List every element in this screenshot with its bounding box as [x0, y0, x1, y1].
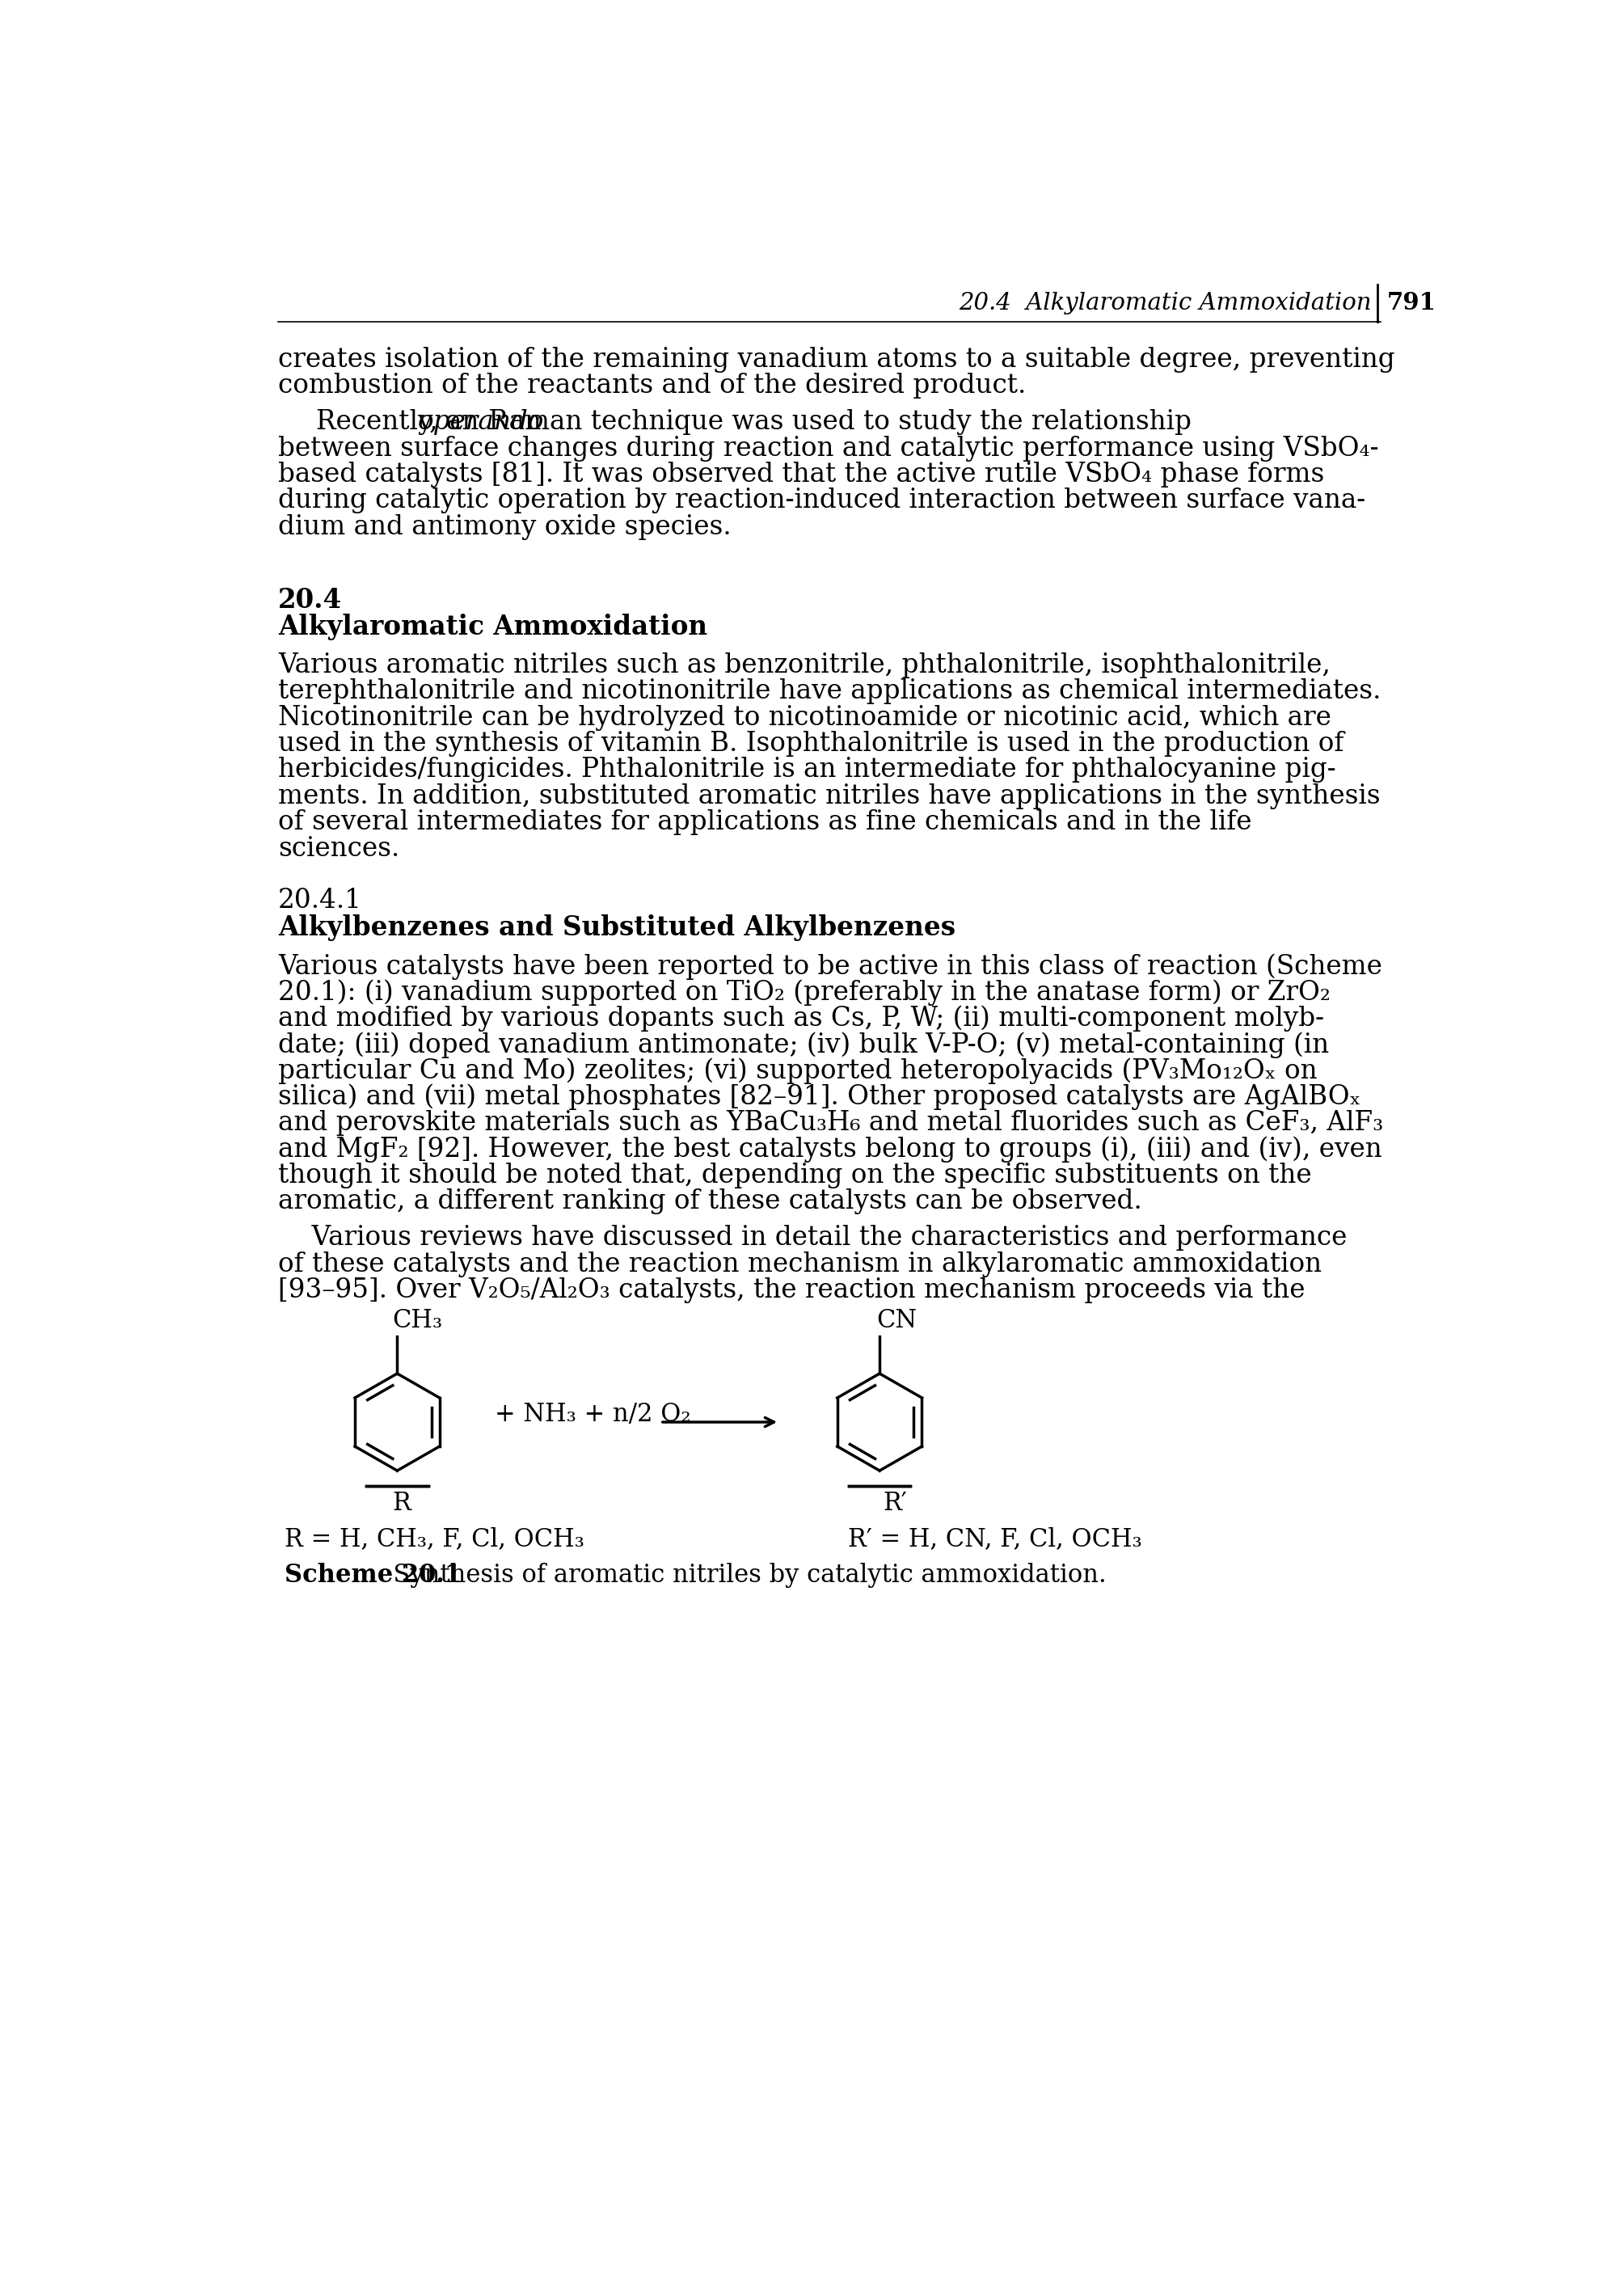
Text: dium and antimony oxide species.: dium and antimony oxide species.: [278, 513, 731, 541]
Text: + NH₃ + n/2 O₂: + NH₃ + n/2 O₂: [494, 1403, 690, 1428]
Text: and MgF₂ [92]. However, the best catalysts belong to groups (i), (iii) and (iv),: and MgF₂ [92]. However, the best catalys…: [278, 1137, 1382, 1162]
Text: terephthalonitrile and nicotinonitrile have applications as chemical intermediat: terephthalonitrile and nicotinonitrile h…: [278, 678, 1380, 704]
Text: ments. In addition, substituted aromatic nitriles have applications in the synth: ments. In addition, substituted aromatic…: [278, 784, 1380, 809]
Text: 20.1): (i) vanadium supported on TiO₂ (preferably in the anatase form) or ZrO₂: 20.1): (i) vanadium supported on TiO₂ (p…: [278, 979, 1330, 1006]
Text: between surface changes during reaction and catalytic performance using VSbO₄-: between surface changes during reaction …: [278, 435, 1379, 461]
Text: R: R: [393, 1490, 411, 1515]
Text: Alkylbenzenes and Substituted Alkylbenzenes: Alkylbenzenes and Substituted Alkylbenze…: [278, 915, 955, 940]
Text: of these catalysts and the reaction mechanism in alkylaromatic ammoxidation: of these catalysts and the reaction mech…: [278, 1251, 1322, 1277]
Text: though it should be noted that, depending on the specific substituents on the: though it should be noted that, dependin…: [278, 1162, 1312, 1187]
Text: Various catalysts have been reported to be active in this class of reaction (Sch: Various catalysts have been reported to …: [278, 953, 1382, 979]
Text: 791: 791: [1387, 291, 1436, 314]
Text: operando: operando: [417, 410, 544, 435]
Text: 20.4  Alkylaromatic Ammoxidation: 20.4 Alkylaromatic Ammoxidation: [958, 291, 1371, 314]
Text: date; (iii) doped vanadium antimonate; (iv) bulk V-P-O; (v) metal-containing (in: date; (iii) doped vanadium antimonate; (…: [278, 1031, 1328, 1059]
Text: and perovskite materials such as YBaCu₃H₆ and metal fluorides such as CeF₃, AlF₃: and perovskite materials such as YBaCu₃H…: [278, 1109, 1384, 1137]
Text: R′ = H, CN, F, Cl, OCH₃: R′ = H, CN, F, Cl, OCH₃: [848, 1526, 1142, 1552]
Text: sciences.: sciences.: [278, 837, 400, 862]
Text: Various reviews have discussed in detail the characteristics and performance: Various reviews have discussed in detail…: [278, 1226, 1348, 1251]
Text: particular Cu and Mo) zeolites; (vi) supported heteropolyacids (PV₃Mo₁₂Oₓ on: particular Cu and Mo) zeolites; (vi) sup…: [278, 1059, 1317, 1084]
Text: [93–95]. Over V₂O₅/Al₂O₃ catalysts, the reaction mechanism proceeds via the: [93–95]. Over V₂O₅/Al₂O₃ catalysts, the …: [278, 1277, 1306, 1304]
Text: used in the synthesis of vitamin B. Isophthalonitrile is used in the production : used in the synthesis of vitamin B. Isop…: [278, 731, 1345, 756]
Text: and modified by various dopants such as Cs, P, W; (ii) multi-component molyb-: and modified by various dopants such as …: [278, 1006, 1324, 1031]
Text: creates isolation of the remaining vanadium atoms to a suitable degree, preventi: creates isolation of the remaining vanad…: [278, 346, 1395, 374]
Text: R = H, CH₃, F, Cl, OCH₃: R = H, CH₃, F, Cl, OCH₃: [284, 1526, 585, 1552]
Text: Synthesis of aromatic nitriles by catalytic ammoxidation.: Synthesis of aromatic nitriles by cataly…: [377, 1563, 1106, 1588]
Text: Nicotinonitrile can be hydrolyzed to nicotinoamide or nicotinic acid, which are: Nicotinonitrile can be hydrolyzed to nic…: [278, 706, 1332, 731]
Text: Alkylaromatic Ammoxidation: Alkylaromatic Ammoxidation: [278, 614, 708, 639]
Text: R′: R′: [883, 1490, 906, 1515]
Text: of several intermediates for applications as fine chemicals and in the life: of several intermediates for application…: [278, 809, 1252, 834]
Text: CN: CN: [877, 1309, 918, 1334]
Text: based catalysts [81]. It was observed that the active rutile VSbO₄ phase forms: based catalysts [81]. It was observed th…: [278, 461, 1325, 488]
Text: during catalytic operation by reaction-induced interaction between surface vana-: during catalytic operation by reaction-i…: [278, 488, 1366, 513]
Text: silica) and (vii) metal phosphates [82–91]. Other proposed catalysts are AgAlBOₓ: silica) and (vii) metal phosphates [82–9…: [278, 1084, 1361, 1109]
Text: Recently, an: Recently, an: [315, 410, 487, 435]
Text: Scheme 20.1: Scheme 20.1: [284, 1563, 461, 1588]
Text: combustion of the reactants and of the desired product.: combustion of the reactants and of the d…: [278, 374, 1026, 399]
Text: aromatic, a different ranking of these catalysts can be observed.: aromatic, a different ranking of these c…: [278, 1190, 1142, 1215]
Text: CH₃: CH₃: [393, 1309, 442, 1334]
Text: 20.4.1: 20.4.1: [278, 887, 362, 915]
Text: Raman technique was used to study the relationship: Raman technique was used to study the re…: [481, 410, 1192, 435]
Text: 20.4: 20.4: [278, 587, 343, 614]
Text: herbicides/fungicides. Phthalonitrile is an intermediate for phthalocyanine pig-: herbicides/fungicides. Phthalonitrile is…: [278, 756, 1337, 784]
Text: Various aromatic nitriles such as benzonitrile, phthalonitrile, isophthalonitril: Various aromatic nitriles such as benzon…: [278, 653, 1330, 678]
